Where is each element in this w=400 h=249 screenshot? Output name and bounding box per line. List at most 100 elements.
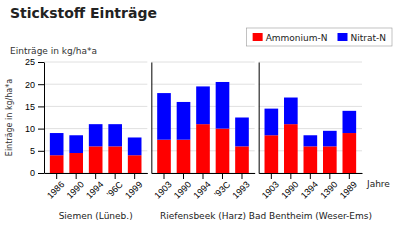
x-tick-label: 1993 xyxy=(230,179,251,200)
x-axis: 198619901994'96C1999 xyxy=(45,173,148,201)
grid-line xyxy=(44,84,147,85)
grid-line xyxy=(151,84,254,85)
x-tick: 1993 xyxy=(230,173,251,201)
panel: 190319901994'93C1993Riefensbeek (Harz) xyxy=(151,62,255,221)
bar xyxy=(323,131,337,147)
y-tick: 15 xyxy=(25,102,44,112)
x-tick-label: '96C xyxy=(105,179,125,199)
x-tick-label: 1994 xyxy=(84,179,105,200)
panel: 19031990139413901989 Bad Bentheim (Weser-… xyxy=(249,62,391,221)
grid-line xyxy=(259,84,362,85)
y-tick: 0 xyxy=(30,168,44,178)
x-tick-mark xyxy=(241,173,242,179)
bar xyxy=(284,98,298,125)
bar xyxy=(69,135,83,153)
legend-frame xyxy=(247,28,392,46)
x-tick: '93C xyxy=(212,173,232,199)
annotation: Jahre xyxy=(366,179,390,189)
x-tick-mark xyxy=(329,173,330,179)
x-tick-label: 1990 xyxy=(172,179,193,200)
bar xyxy=(235,118,249,147)
x-tick-mark xyxy=(164,173,165,179)
x-axis: 19031990139413901989 xyxy=(259,173,362,201)
bar xyxy=(128,155,142,173)
chart: Stickstoff EinträgeEinträge in kg/ha*a05… xyxy=(0,0,400,249)
y-tick-label: 0 xyxy=(30,168,35,178)
bar xyxy=(128,137,142,155)
x-tick-label: 1990 xyxy=(279,179,300,200)
panel: 0510152025198619901994'96C1999Siemen (Lü… xyxy=(5,57,148,221)
bar xyxy=(343,111,357,133)
bar xyxy=(216,82,230,129)
x-tick: 1986 xyxy=(45,173,66,201)
bar xyxy=(157,93,171,140)
grid xyxy=(151,62,254,173)
x-tick-label: 1999 xyxy=(123,179,144,200)
bar xyxy=(50,155,64,173)
x-tick-mark xyxy=(290,173,291,179)
y-label-top: Einträge in kg/ha*a xyxy=(10,46,97,56)
x-axis-line xyxy=(45,173,148,174)
x-tick: 1990 xyxy=(65,173,86,201)
x-tick: '96C xyxy=(105,173,125,199)
bar xyxy=(177,102,191,140)
bars xyxy=(50,124,142,173)
x-axis: 190319901994'93C1993 xyxy=(152,173,255,201)
y-tick: 25 xyxy=(25,57,44,67)
bar xyxy=(50,133,64,155)
x-tick-mark xyxy=(222,173,223,179)
bar xyxy=(108,124,122,146)
x-tick-label: 1990 xyxy=(65,179,86,200)
bar xyxy=(196,86,210,124)
y-axis xyxy=(258,63,260,174)
title: Stickstoff Einträge xyxy=(10,5,157,21)
x-tick-mark xyxy=(349,173,350,179)
bars xyxy=(265,98,357,173)
grid-line xyxy=(44,62,147,63)
legend-label: Nitrat-N xyxy=(351,33,387,43)
grid-line xyxy=(44,106,147,107)
x-tick: 1990 xyxy=(279,173,300,201)
y-tick-label: 20 xyxy=(25,80,35,90)
x-label: Bad Bentheim (Weser-Ems) xyxy=(249,211,372,221)
x-tick: 1903 xyxy=(152,173,173,201)
legend-label: Ammonium-N xyxy=(266,33,328,43)
bar xyxy=(265,135,279,173)
y-axis-line xyxy=(259,63,260,174)
bar xyxy=(265,109,279,136)
x-tick-label: 1986 xyxy=(45,179,66,200)
x-tick: 1994 xyxy=(84,173,105,201)
bar xyxy=(177,140,191,173)
x-tick-mark xyxy=(95,173,96,179)
bar xyxy=(304,146,318,173)
x-label: Siemen (Lüneb.) xyxy=(59,211,133,221)
x-tick: 1990 xyxy=(172,173,193,201)
x-tick: 1394 xyxy=(299,173,320,201)
bar xyxy=(284,124,298,173)
x-tick: 1989 xyxy=(338,173,359,201)
y-tick-mark xyxy=(38,106,44,107)
grid xyxy=(44,62,147,173)
bar xyxy=(89,146,103,173)
x-tick-label: '93C xyxy=(212,179,232,199)
bar xyxy=(89,124,103,146)
grid-line xyxy=(151,62,254,63)
bar xyxy=(343,133,357,173)
x-tick-mark xyxy=(310,173,311,179)
y-axis-line xyxy=(44,63,45,174)
bar xyxy=(157,140,171,173)
y-tick-label: 10 xyxy=(25,124,35,134)
x-tick-label: 1394 xyxy=(299,179,320,200)
bar xyxy=(216,129,230,173)
grid-line xyxy=(259,106,362,107)
bar xyxy=(196,124,210,173)
legend: Ammonium-N Nitrat-N xyxy=(247,28,392,46)
bar xyxy=(304,135,318,146)
grid-line xyxy=(259,62,362,63)
x-tick-mark xyxy=(203,173,204,179)
x-tick-label: 1994 xyxy=(191,179,212,200)
x-tick-mark xyxy=(271,173,272,179)
y-tick-mark xyxy=(38,62,44,63)
legend-swatch xyxy=(338,33,348,41)
y-tick: 20 xyxy=(25,80,44,90)
